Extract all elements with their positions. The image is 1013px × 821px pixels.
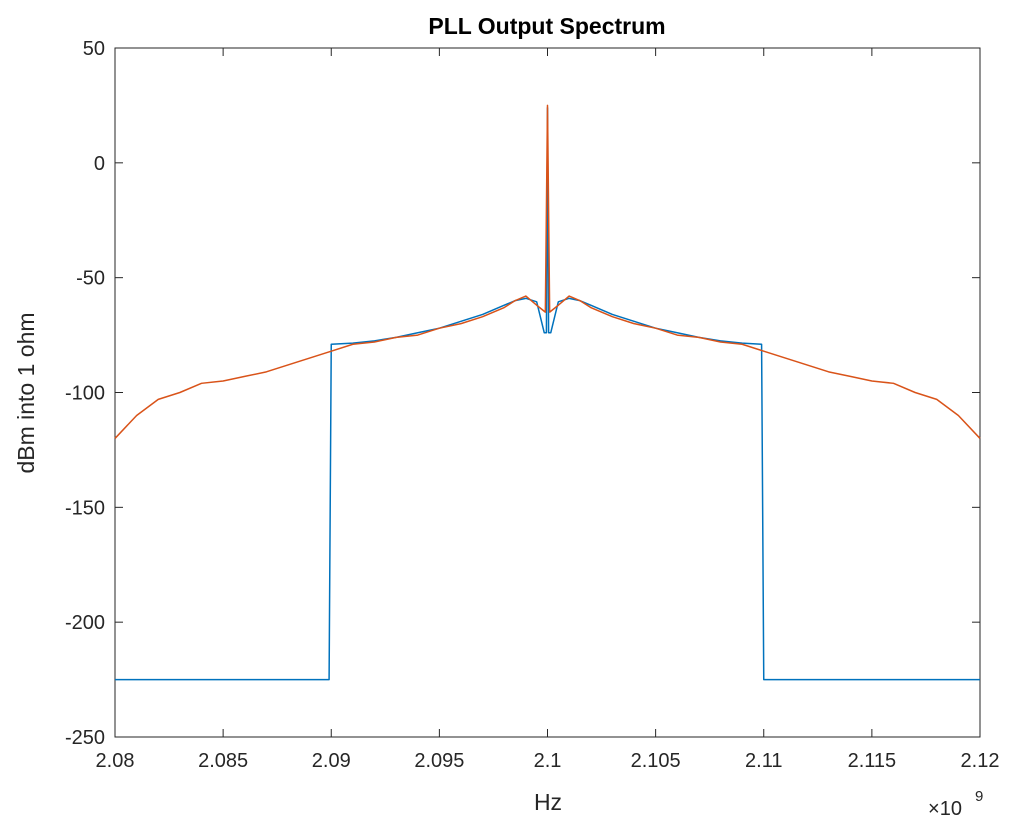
- x-exponent-power: 9: [975, 788, 983, 805]
- y-tick-label: -50: [76, 268, 105, 290]
- y-tick-label: -250: [65, 727, 105, 749]
- y-tick-label: 50: [83, 38, 105, 60]
- series-2-line: [114, 104, 981, 439]
- x-tick-label: 2.115: [848, 750, 897, 772]
- ticks-layer: 2.08 2.085 2.09 2.095 2.1 2.105 2.11 2.115 2.12 5…: [65, 38, 1000, 772]
- x-exponent-label: ×10 9: [928, 788, 983, 820]
- y-axis-label: dBm into 1 ohm: [13, 312, 39, 473]
- y-tick-label: 0: [94, 153, 105, 175]
- x-tick-label: 2.12: [961, 750, 1000, 772]
- plot-area: 2.08 2.085 2.09 2.095 2.1 2.105 2.11 2.115 2.12 5…: [65, 38, 1000, 772]
- chart-title: PLL Output Spectrum: [428, 13, 665, 39]
- y-tick-label: -150: [65, 497, 105, 519]
- x-tick-label: 2.085: [198, 750, 248, 772]
- x-exponent-base: ×10: [928, 798, 962, 820]
- x-tick-label: 2.11: [745, 750, 782, 772]
- series-layer: [114, 104, 981, 681]
- x-axis-label: Hz: [534, 789, 562, 815]
- x-tick-label: 2.1: [534, 750, 562, 772]
- x-tick-label: 2.105: [631, 750, 681, 772]
- y-tick-label: -200: [65, 612, 105, 634]
- x-tick-label: 2.09: [312, 750, 351, 772]
- x-tick-label: 2.095: [414, 750, 464, 772]
- y-tick-label: -100: [65, 383, 105, 405]
- x-tick-label: 2.08: [96, 750, 135, 772]
